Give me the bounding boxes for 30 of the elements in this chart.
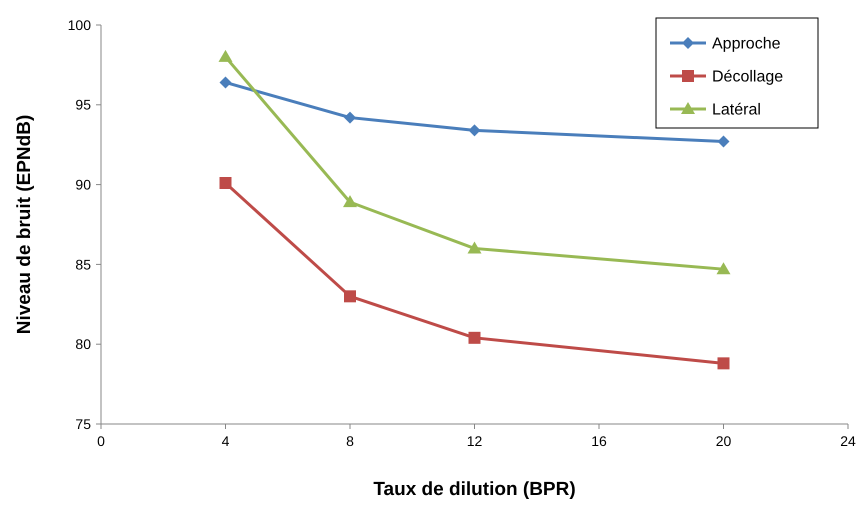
- x-tick-label: 0: [97, 433, 106, 449]
- y-tick-label: 100: [68, 16, 92, 33]
- point: [718, 357, 730, 370]
- y-tick-label: 80: [75, 336, 92, 352]
- legend-label: Approche: [712, 36, 781, 53]
- x-tick-label: 4: [222, 433, 230, 449]
- point: [218, 50, 232, 62]
- point: [468, 124, 480, 136]
- x-tick-label: 8: [346, 433, 354, 449]
- legend-label: Décollage: [712, 68, 784, 86]
- y-tick-label: 75: [75, 416, 92, 432]
- point: [718, 136, 730, 148]
- point: [468, 332, 480, 344]
- point: [220, 76, 232, 88]
- x-tick-label: 20: [716, 433, 732, 449]
- x-tick-label: 12: [466, 433, 482, 449]
- x-axis-title: Taux de dilution (BPR): [373, 479, 576, 500]
- x-tick-label: 24: [840, 433, 856, 449]
- y-tick-label: 95: [75, 96, 92, 113]
- point: [468, 241, 482, 254]
- point: [716, 262, 730, 274]
- point: [220, 177, 232, 190]
- point: [343, 195, 357, 208]
- point: [344, 290, 356, 302]
- y-tick-label: 90: [75, 176, 92, 192]
- x-tick-label: 16: [591, 433, 607, 449]
- legend-label: Latéral: [712, 102, 761, 119]
- point: [344, 112, 356, 124]
- y-axis-title: Niveau de bruit (EPNdB): [14, 114, 35, 334]
- y-tick-label: 85: [75, 256, 92, 272]
